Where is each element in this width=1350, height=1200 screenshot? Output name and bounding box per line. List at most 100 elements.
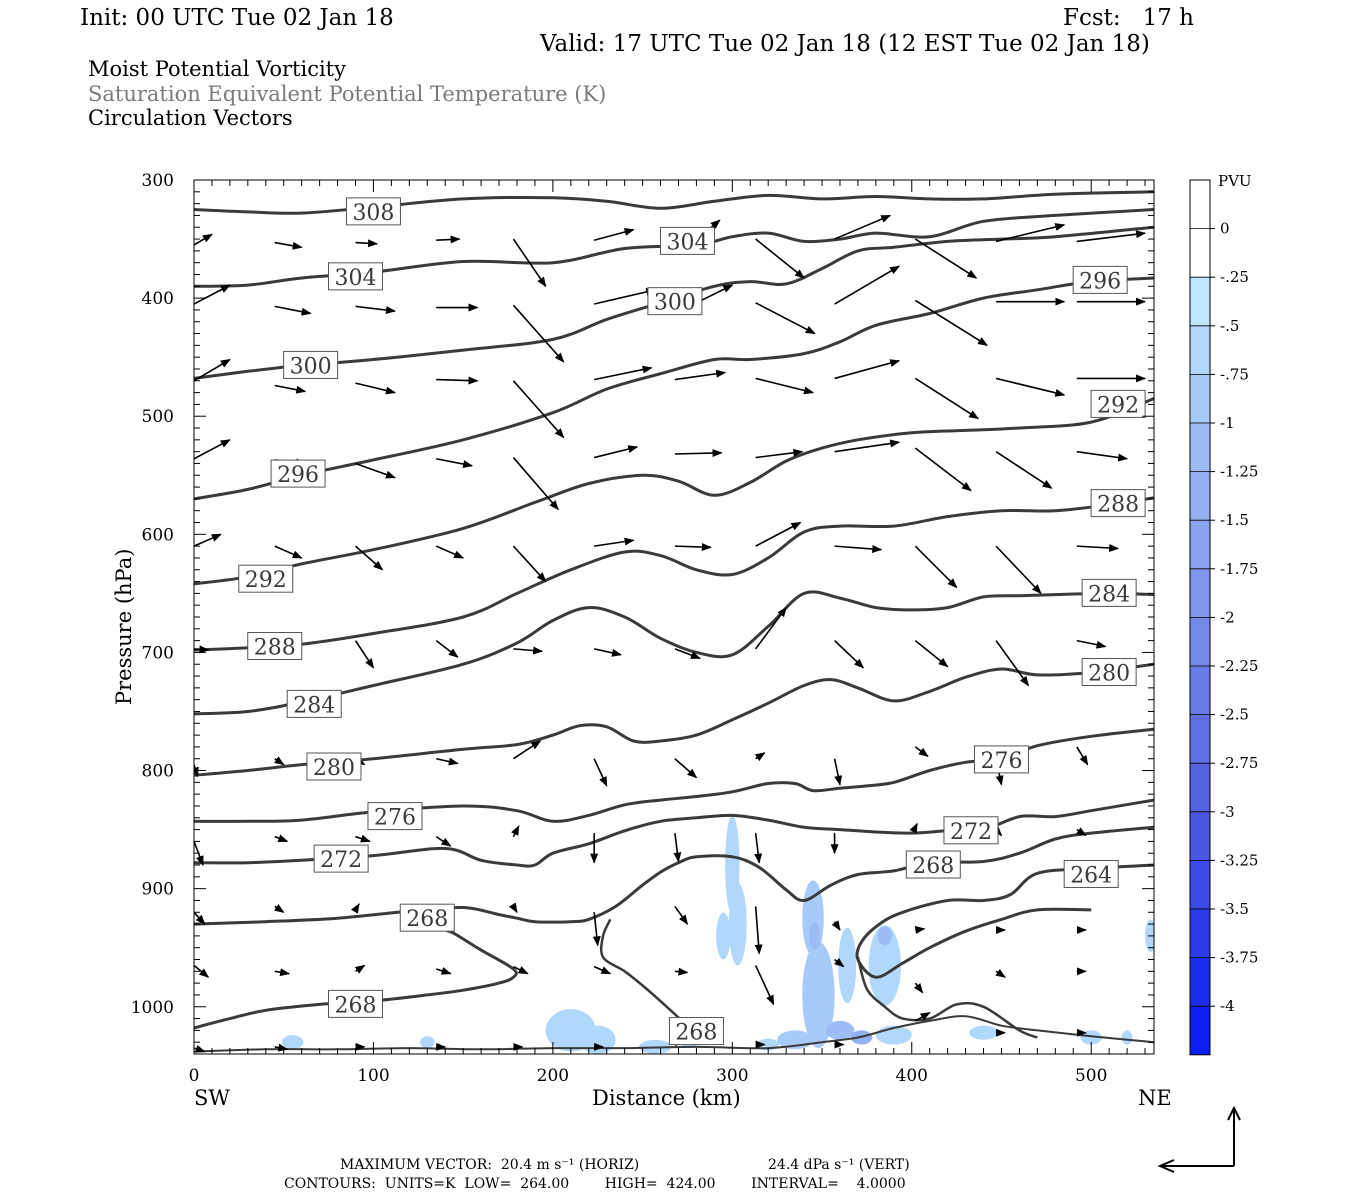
circulation-vector-47 [1076, 450, 1129, 462]
circulation-vector-53 [594, 537, 635, 547]
colorbar-label-6: -1.5 [1220, 511, 1249, 529]
circulation-vector-102 [674, 905, 689, 925]
circulation-vector-60 [194, 645, 210, 654]
colorbar-swatch-15 [1190, 909, 1210, 958]
pv-shading-10 [868, 925, 901, 1006]
circulation-vector-5 [593, 228, 635, 242]
x-tick-label-300: 300 [716, 1066, 748, 1086]
circulation-vector-34 [995, 377, 1066, 397]
colorbar-swatch-7 [1190, 520, 1210, 569]
circulation-vector-75 [436, 757, 459, 766]
colorbar-label-3: -.75 [1220, 365, 1249, 383]
svg-text:272: 272 [320, 848, 362, 873]
svg-text:296: 296 [277, 463, 319, 488]
contour-292-4 [194, 397, 1154, 586]
circulation-vector-80 [833, 758, 843, 786]
circulation-vector-28 [512, 380, 565, 439]
svg-text:268: 268 [675, 1021, 717, 1046]
contour-308-0 [194, 190, 1154, 215]
contour-label-280-b6: 280 [1081, 658, 1137, 687]
circulation-vector-9 [914, 238, 978, 279]
colorbar-swatch-2 [1190, 277, 1210, 326]
circulation-vector-38 [355, 462, 396, 479]
max-vector-horiz: MAXIMUM VECTOR: 20.4 m s⁻¹ (HORIZ) [340, 1157, 640, 1173]
field-title-vectors: Circulation Vectors [88, 106, 293, 130]
colorbar-label-5: -1.25 [1220, 463, 1258, 481]
y-tick-label-900: 900 [142, 880, 174, 900]
circulation-vector-32 [834, 359, 901, 380]
circulation-vector-41 [593, 445, 639, 459]
circulation-vector-57 [914, 545, 958, 589]
circulation-vector-105 [914, 926, 926, 934]
circulation-vector-97 [274, 903, 285, 913]
circulation-vector-96 [194, 911, 206, 925]
colorbar-swatch-5 [1190, 423, 1210, 472]
circulation-vector-62 [354, 640, 375, 669]
circulation-vector-90 [673, 833, 682, 863]
circulation-vector-98 [350, 903, 360, 914]
circulation-vector-67 [755, 606, 787, 650]
contour-label-300-2: 300 [283, 350, 339, 379]
colorbar-label-11: -2.75 [1220, 754, 1258, 772]
circulation-vector-64 [513, 646, 544, 655]
circulation-vector-116 [834, 957, 845, 968]
circulation-vector-25 [274, 384, 307, 394]
circulation-vector-85 [274, 834, 289, 843]
valid-time: Valid: 17 UTC Tue 02 Jan 18 (12 EST Tue … [540, 31, 1150, 57]
y-tick-label-800: 800 [142, 762, 174, 782]
reference-vector-arrows [1157, 1105, 1241, 1173]
circulation-vector-101 [592, 912, 601, 947]
colorbar-swatch-14 [1190, 860, 1210, 909]
colorbar-swatch-17 [1190, 1006, 1210, 1055]
x-tick-label-500: 500 [1075, 1066, 1107, 1086]
circulation-vector-110 [354, 964, 366, 974]
circulation-vector-26 [355, 382, 396, 395]
contour-label-280-7: 280 [306, 752, 362, 781]
colorbar-swatch-4 [1190, 374, 1210, 423]
circulation-vector-68 [834, 640, 865, 669]
circulation-vector-40 [512, 457, 559, 511]
svg-text:308: 308 [352, 201, 394, 226]
circulation-vector-0 [194, 233, 213, 246]
contour-info: CONTOURS: UNITS=K LOW= 264.00 HIGH= 424.… [284, 1176, 906, 1192]
colorbar-swatch-0 [1190, 180, 1210, 229]
contour-288-5 [194, 496, 1154, 652]
colorbar-swatch-13 [1190, 811, 1210, 861]
circulation-vector-44 [834, 439, 901, 453]
y-tick-label-700: 700 [142, 643, 174, 663]
circulation-vector-129 [914, 1011, 931, 1022]
svg-text:288: 288 [254, 636, 296, 661]
forecast-hour: Fcst: 17 h [1063, 5, 1194, 31]
circulation-vector-58 [995, 545, 1042, 595]
colorbar-label-9: -2.25 [1220, 657, 1258, 675]
circulation-vector-52 [512, 545, 547, 583]
colorbar-swatch-6 [1190, 471, 1210, 521]
colorbar-label-1: -.25 [1220, 268, 1249, 286]
circulation-vector-76 [512, 740, 542, 760]
circulation-vector-50 [354, 545, 384, 571]
colorbar-label-14: -3.5 [1220, 900, 1249, 918]
pv-shading-1 [545, 1009, 596, 1052]
circulation-vector-81 [914, 746, 929, 758]
contour-label-304-b0: 304 [659, 226, 715, 255]
colorbar-swatch-8 [1190, 568, 1210, 618]
circulation-vector-39 [436, 457, 474, 469]
colorbar-label-10: -2.5 [1220, 706, 1249, 724]
contour-label-292-b3: 292 [1090, 389, 1146, 418]
circulation-vector-49 [274, 545, 303, 559]
circulation-vector-93 [909, 822, 918, 834]
x-tick-label-400: 400 [896, 1066, 928, 1086]
colorbar-label-13: -3.25 [1220, 851, 1258, 869]
svg-text:280: 280 [313, 756, 355, 781]
pv-shading-17 [969, 1025, 998, 1040]
circulation-vector-113 [593, 965, 612, 975]
svg-text:268: 268 [334, 993, 376, 1018]
circulation-vector-21 [914, 299, 988, 347]
circulation-vector-1 [274, 241, 303, 250]
circulation-vector-51 [435, 545, 465, 559]
circulation-vector-79 [754, 752, 766, 762]
colorbar-units: PVU [1218, 172, 1252, 190]
circulation-vector-114 [674, 967, 689, 976]
circulation-vector-112 [513, 965, 529, 975]
